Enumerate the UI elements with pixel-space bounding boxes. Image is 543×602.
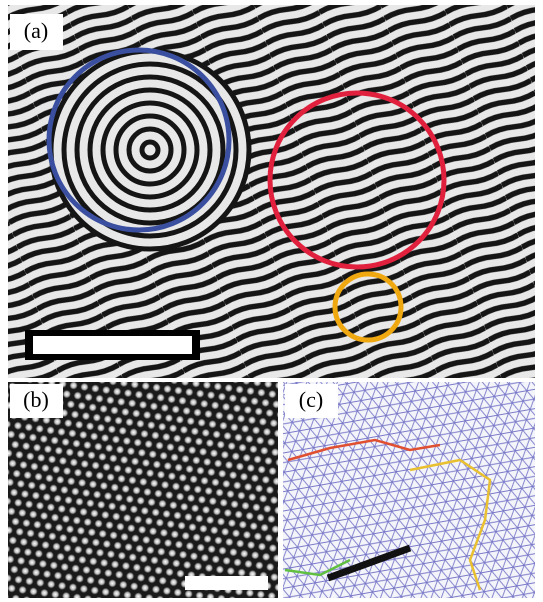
panel-label: (c) bbox=[299, 387, 323, 412]
panel-label: (a) bbox=[24, 18, 48, 43]
panel-c: (c) bbox=[283, 382, 535, 598]
panel-b: (b) bbox=[8, 382, 278, 598]
panel-label: (b) bbox=[23, 387, 49, 412]
panel-a: (a) bbox=[8, 5, 535, 378]
figure: (a) (b) (c) bbox=[0, 0, 543, 602]
